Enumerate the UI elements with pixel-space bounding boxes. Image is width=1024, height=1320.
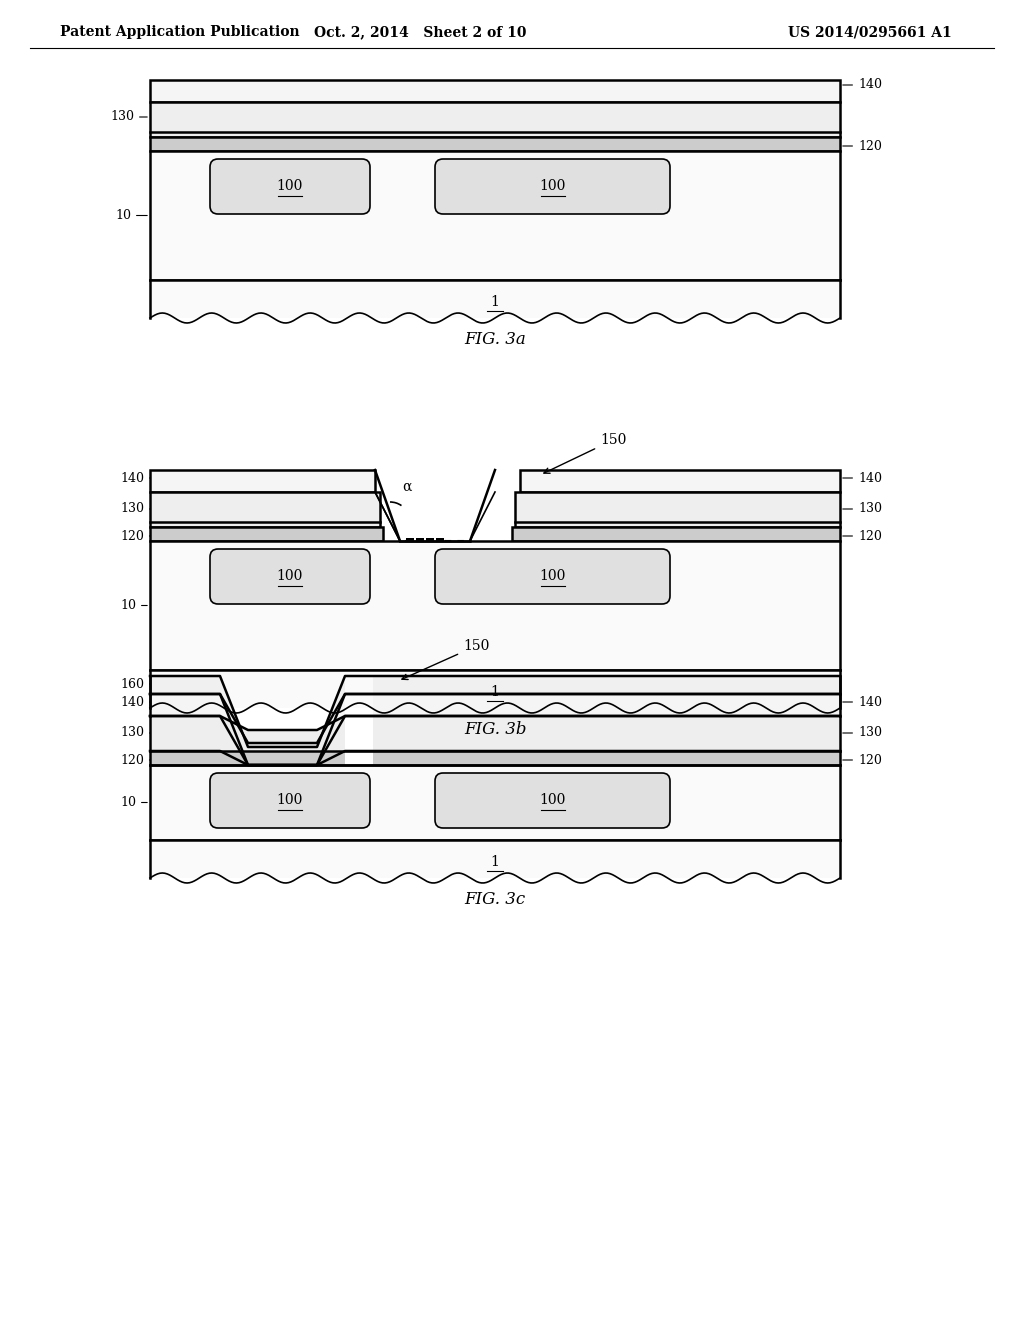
FancyBboxPatch shape: [435, 158, 670, 214]
Text: 130: 130: [843, 726, 882, 739]
Text: 120: 120: [843, 140, 882, 153]
Bar: [150, 150, 840, 280]
Text: US 2014/0295661 A1: US 2014/0295661 A1: [788, 25, 952, 40]
Text: 140: 140: [120, 471, 150, 484]
Polygon shape: [220, 715, 248, 766]
Bar: [150, 751, 220, 766]
Text: 130: 130: [120, 726, 150, 739]
Text: 140: 140: [120, 696, 150, 709]
Bar: [150, 694, 220, 715]
Bar: [150, 102, 840, 137]
Bar: [150, 766, 840, 840]
Text: 1: 1: [490, 685, 500, 700]
Bar: [248, 751, 317, 766]
Bar: [436, 539, 444, 544]
Bar: [150, 676, 220, 694]
Text: 140: 140: [843, 696, 882, 709]
Text: 130: 130: [110, 111, 147, 124]
FancyBboxPatch shape: [210, 158, 370, 214]
Text: 150: 150: [402, 639, 489, 680]
Polygon shape: [317, 715, 345, 766]
Bar: [150, 541, 840, 671]
Text: FIG. 3c: FIG. 3c: [465, 891, 525, 908]
Polygon shape: [317, 751, 345, 766]
Bar: [515, 492, 840, 527]
Bar: [248, 730, 317, 766]
Text: 150: 150: [544, 433, 627, 474]
Text: FIG. 3b: FIG. 3b: [464, 722, 526, 738]
FancyBboxPatch shape: [210, 774, 370, 828]
Bar: [150, 527, 383, 541]
Text: 100: 100: [540, 569, 565, 583]
Bar: [426, 539, 434, 544]
Text: Patent Application Publication: Patent Application Publication: [60, 25, 300, 40]
Text: 100: 100: [540, 793, 565, 808]
Text: 10: 10: [120, 599, 147, 612]
Bar: [248, 747, 317, 766]
Polygon shape: [220, 694, 248, 766]
Text: 130: 130: [120, 503, 150, 516]
Bar: [520, 470, 840, 492]
Polygon shape: [317, 694, 345, 766]
Text: 100: 100: [276, 569, 303, 583]
FancyBboxPatch shape: [210, 549, 370, 605]
Bar: [373, 751, 840, 766]
Text: 100: 100: [276, 180, 303, 194]
Text: 1: 1: [490, 855, 500, 869]
Bar: [150, 492, 380, 527]
Text: 120: 120: [120, 529, 150, 543]
Bar: [150, 280, 840, 318]
Text: 130: 130: [843, 503, 882, 516]
Bar: [150, 715, 220, 751]
Bar: [416, 539, 424, 544]
Text: 1: 1: [490, 294, 500, 309]
Bar: [150, 81, 840, 102]
Text: 140: 140: [843, 78, 882, 91]
Bar: [150, 137, 840, 150]
Polygon shape: [317, 676, 345, 766]
Bar: [512, 527, 840, 541]
Polygon shape: [220, 751, 248, 766]
Text: α: α: [402, 480, 412, 494]
Text: 140: 140: [843, 471, 882, 484]
FancyBboxPatch shape: [435, 774, 670, 828]
Text: 160: 160: [120, 677, 150, 690]
Text: FIG. 3a: FIG. 3a: [464, 331, 526, 348]
Bar: [373, 676, 840, 694]
Text: 10: 10: [120, 796, 147, 809]
Bar: [373, 694, 840, 715]
Text: 120: 120: [120, 754, 150, 767]
Polygon shape: [220, 676, 248, 766]
Bar: [150, 840, 840, 878]
Text: 120: 120: [843, 529, 882, 543]
Bar: [248, 743, 317, 766]
Text: 100: 100: [540, 180, 565, 194]
Bar: [373, 715, 840, 751]
Text: 10: 10: [115, 209, 147, 222]
Text: Oct. 2, 2014   Sheet 2 of 10: Oct. 2, 2014 Sheet 2 of 10: [313, 25, 526, 40]
Text: 120: 120: [843, 754, 882, 767]
Bar: [150, 470, 375, 492]
FancyBboxPatch shape: [435, 549, 670, 605]
Bar: [150, 671, 840, 708]
Bar: [406, 539, 414, 544]
Text: 100: 100: [276, 793, 303, 808]
